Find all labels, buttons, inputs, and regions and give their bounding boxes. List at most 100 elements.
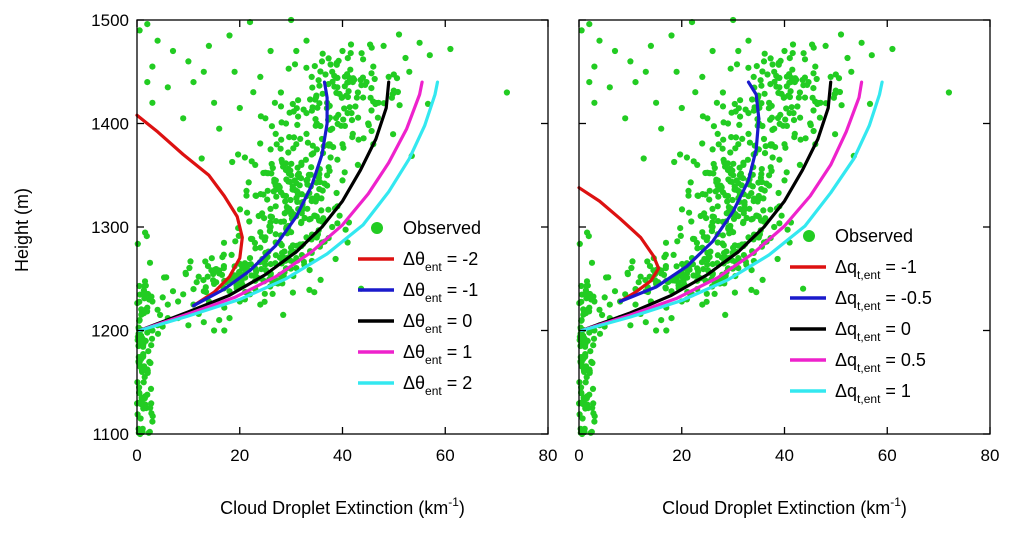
observed-point bbox=[673, 263, 680, 270]
series-line bbox=[138, 80, 424, 333]
observed-point bbox=[774, 255, 781, 263]
observed-point bbox=[816, 114, 824, 121]
observed-point bbox=[783, 169, 790, 176]
observed-point bbox=[325, 55, 332, 62]
observed-point bbox=[360, 135, 367, 142]
observed-point bbox=[229, 158, 236, 166]
observed-point bbox=[295, 170, 302, 177]
observed-point bbox=[801, 94, 809, 101]
observed-point bbox=[368, 107, 375, 114]
observed-point bbox=[344, 239, 351, 246]
observed-point bbox=[202, 284, 209, 291]
observed-point bbox=[157, 311, 164, 319]
observed-point bbox=[424, 100, 432, 107]
observed-point bbox=[758, 217, 765, 224]
observed-point bbox=[322, 71, 329, 78]
observed-point bbox=[303, 130, 310, 137]
observed-point bbox=[796, 161, 804, 168]
observed-point bbox=[343, 92, 350, 99]
observed-point bbox=[776, 120, 783, 127]
observed-point bbox=[278, 136, 285, 143]
observed-point bbox=[267, 146, 274, 153]
observed-point bbox=[642, 319, 649, 326]
observed-point bbox=[629, 258, 636, 265]
observed-point bbox=[858, 39, 865, 46]
observed-point bbox=[365, 122, 372, 129]
observed-point bbox=[360, 94, 367, 101]
observed-point bbox=[706, 196, 713, 203]
observed-point bbox=[280, 311, 287, 318]
observed-point bbox=[290, 134, 298, 141]
observed-point bbox=[722, 311, 729, 318]
observed-point bbox=[154, 306, 161, 313]
observed-point bbox=[789, 66, 796, 73]
observed-point bbox=[145, 429, 152, 436]
observed-point bbox=[218, 271, 226, 278]
observed-point bbox=[271, 99, 278, 106]
observed-point bbox=[290, 108, 297, 115]
legend-label-observed: Observed bbox=[835, 226, 913, 246]
observed-point bbox=[286, 178, 294, 185]
observed-point bbox=[395, 31, 403, 38]
observed-point bbox=[724, 198, 731, 205]
y-axis-label: Height (m) bbox=[12, 188, 32, 272]
observed-point bbox=[185, 58, 192, 65]
observed-point bbox=[709, 146, 716, 153]
observed-point bbox=[261, 215, 268, 222]
observed-point bbox=[790, 117, 798, 124]
observed-point bbox=[185, 322, 192, 329]
observed-point bbox=[731, 183, 738, 190]
observed-point bbox=[611, 288, 619, 295]
observed-point bbox=[268, 123, 275, 130]
series-line bbox=[580, 80, 864, 333]
observed-point bbox=[216, 125, 223, 132]
observed-point bbox=[335, 57, 342, 64]
observed-point bbox=[308, 164, 315, 171]
observed-point bbox=[740, 220, 747, 227]
observed-point bbox=[809, 94, 816, 101]
observed-point bbox=[374, 114, 381, 121]
observed-point bbox=[759, 276, 766, 283]
observed-point bbox=[262, 261, 269, 268]
observed-point bbox=[243, 187, 250, 194]
observed-point bbox=[294, 121, 301, 128]
observed-point bbox=[380, 42, 387, 50]
observed-point bbox=[727, 65, 734, 72]
observed-point bbox=[674, 238, 681, 245]
observed-point bbox=[813, 75, 820, 83]
observed-point bbox=[334, 220, 341, 227]
observed-point bbox=[318, 207, 325, 214]
observed-point bbox=[312, 96, 319, 103]
observed-point bbox=[732, 134, 740, 141]
observed-point bbox=[267, 205, 274, 212]
observed-point bbox=[329, 223, 336, 231]
observed-point bbox=[837, 31, 845, 38]
observed-point bbox=[709, 47, 716, 55]
observed-point bbox=[733, 61, 741, 68]
observed-point bbox=[347, 41, 355, 48]
legend-label: Δqt,ent = 0.5 bbox=[835, 350, 926, 375]
observed-point bbox=[748, 267, 755, 274]
series-line bbox=[191, 80, 329, 308]
observed-point bbox=[706, 187, 713, 194]
observed-point bbox=[764, 71, 771, 78]
observed-point bbox=[704, 169, 711, 176]
observed-point bbox=[695, 268, 702, 275]
observed-point bbox=[767, 141, 774, 148]
observed-point bbox=[827, 73, 834, 80]
left-panel: 0 20 40 60 80 1100 1200 1300 1400 1500 Cloud Dropl… bbox=[91, 11, 557, 518]
observed-point bbox=[761, 90, 768, 97]
observed-point bbox=[289, 183, 296, 190]
observed-point bbox=[671, 158, 678, 166]
observed-point bbox=[714, 177, 721, 184]
observed-point bbox=[714, 239, 721, 246]
observed-point bbox=[253, 192, 260, 199]
observed-point bbox=[355, 136, 362, 143]
observed-point bbox=[272, 203, 279, 210]
observed-point bbox=[241, 154, 248, 161]
observed-point bbox=[583, 393, 591, 400]
observed-point bbox=[262, 169, 269, 176]
observed-point bbox=[584, 282, 591, 289]
observed-point bbox=[313, 146, 320, 153]
